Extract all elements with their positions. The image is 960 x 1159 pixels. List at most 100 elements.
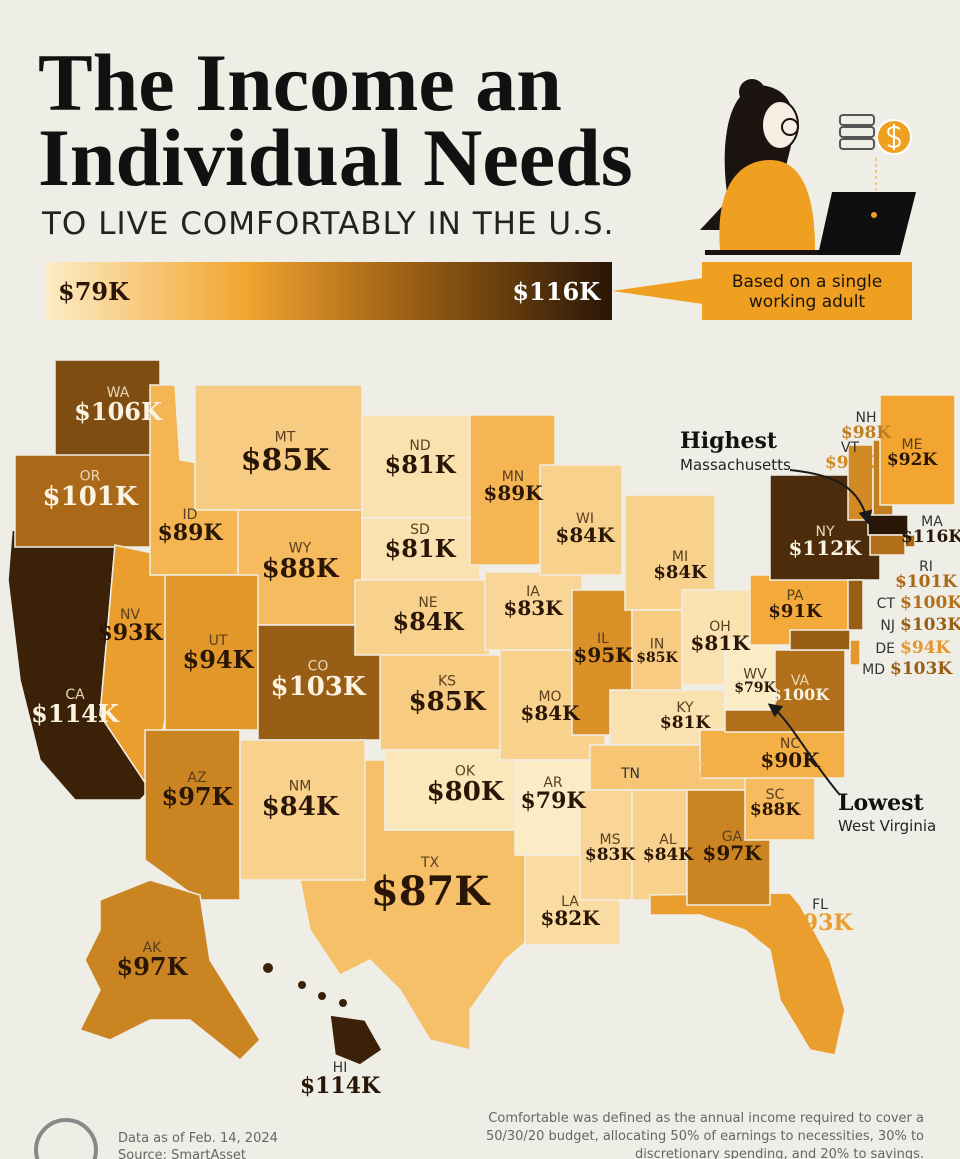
state-abbr: WA (107, 385, 130, 401)
state (847, 579, 864, 631)
title-line: Individual Needs (38, 112, 633, 203)
state-value: $85K (241, 443, 331, 478)
state (539, 464, 623, 576)
state-abbr: SC (766, 787, 785, 803)
state-value: $97K (117, 952, 189, 981)
state-abbr: ME (902, 437, 923, 453)
state-value: $94K (900, 638, 951, 658)
state-abbr: SD (410, 522, 430, 538)
annotation-title: Highest (680, 428, 778, 454)
state-value: $84K (653, 562, 708, 583)
state-abbr: NC (780, 736, 800, 752)
state (329, 1014, 383, 1066)
footer-note: Comfortable was defined as the annual in… (488, 1111, 924, 1126)
state (631, 609, 683, 701)
state-abbr: HI (333, 1060, 348, 1076)
state-value: $96K (825, 453, 876, 473)
state-value: $98K (841, 423, 892, 443)
footer-date: Data as of Feb. 14, 2024 (118, 1131, 278, 1146)
state (144, 729, 241, 901)
state-value: $103K (900, 615, 960, 635)
state (194, 384, 363, 511)
state-abbr: PA (786, 588, 804, 604)
state-value: $81K (385, 534, 457, 563)
state-abbr: IN (650, 637, 665, 653)
state-value: $97K (162, 782, 234, 811)
state-value: $89K (483, 481, 543, 505)
state-abbr: MN (502, 469, 525, 485)
state (869, 534, 906, 556)
state-value: $85K (636, 650, 678, 666)
state (379, 654, 516, 751)
state-abbr: ID (183, 507, 198, 523)
state-abbr: KY (676, 700, 694, 716)
state-value: $80K (427, 777, 505, 807)
state (14, 454, 156, 548)
state-abbr: AL (659, 832, 677, 848)
state-value: $91K (768, 601, 823, 622)
state-abbr: AR (543, 775, 563, 791)
state-abbr: NJ (880, 618, 895, 634)
state (484, 571, 583, 651)
state-value: $88K (750, 800, 801, 820)
state-abbr: MI (672, 549, 688, 565)
state-abbr: IA (526, 584, 540, 600)
state-abbr: WI (576, 511, 594, 527)
island (298, 981, 306, 989)
state-value: $79K (520, 788, 586, 814)
state-value: $84K (393, 607, 465, 636)
state-value: $81K (660, 713, 711, 733)
footer-note: discretionary spending, and 20% to savin… (635, 1147, 924, 1159)
state-value: $101K (895, 572, 958, 592)
state-abbr: MS (600, 832, 621, 848)
state-value: $84K (520, 701, 580, 725)
state-value: $114K (300, 1073, 381, 1099)
state-abbr: CT (877, 596, 896, 612)
legend-max: $116K (512, 277, 601, 306)
state-value: $84K (643, 845, 694, 865)
state-value: $85K (409, 687, 487, 717)
state-abbr: TN (620, 766, 640, 782)
illustration (700, 79, 916, 255)
state-abbr: NY (815, 524, 834, 540)
state-abbr: NM (289, 778, 312, 794)
map: TX$87KCA$114KWA$106KOR$101KNV$93KID$89KM… (7, 359, 960, 1099)
state-abbr: CO (308, 658, 329, 674)
state-value: $97K (702, 841, 762, 865)
state-value: $88K (262, 554, 340, 584)
state-abbr: OH (709, 619, 731, 635)
state-abbr: UT (209, 633, 228, 649)
annotation-arrow (789, 469, 873, 525)
title-line: The Income an (38, 37, 562, 128)
state-value: $87K (371, 868, 490, 915)
state-value: $116K (901, 527, 960, 547)
state-abbr: MD (862, 662, 885, 678)
state (361, 517, 481, 581)
state-abbr: NE (418, 595, 437, 611)
state-value: $81K (385, 450, 457, 479)
subtitle: TO LIVE COMFORTABLY IN THE U.S. (41, 206, 614, 242)
state-abbr: AK (143, 940, 163, 956)
state-value: $86K (645, 759, 705, 783)
state-value: $106K (74, 397, 163, 426)
state (361, 414, 481, 519)
state (847, 444, 874, 521)
state (164, 574, 259, 731)
annotation-arrow (767, 703, 841, 796)
state-value: $84K (555, 523, 615, 547)
state-abbr: TX (420, 855, 440, 871)
state-value: $89K (157, 520, 223, 546)
state-value: $79K (734, 680, 776, 696)
legend-bar (45, 262, 612, 320)
callout-box (702, 262, 912, 320)
island (318, 992, 326, 1000)
state-abbr: WV (743, 667, 767, 683)
state-abbr: DE (875, 641, 895, 657)
state (649, 892, 846, 1056)
state-abbr: CA (65, 687, 85, 703)
state (579, 789, 633, 901)
state-value: $82K (540, 906, 600, 930)
state (78, 879, 261, 1062)
state-abbr: KS (438, 673, 456, 689)
footer-note: 50/30/20 budget, allocating 50% of earni… (486, 1129, 924, 1144)
